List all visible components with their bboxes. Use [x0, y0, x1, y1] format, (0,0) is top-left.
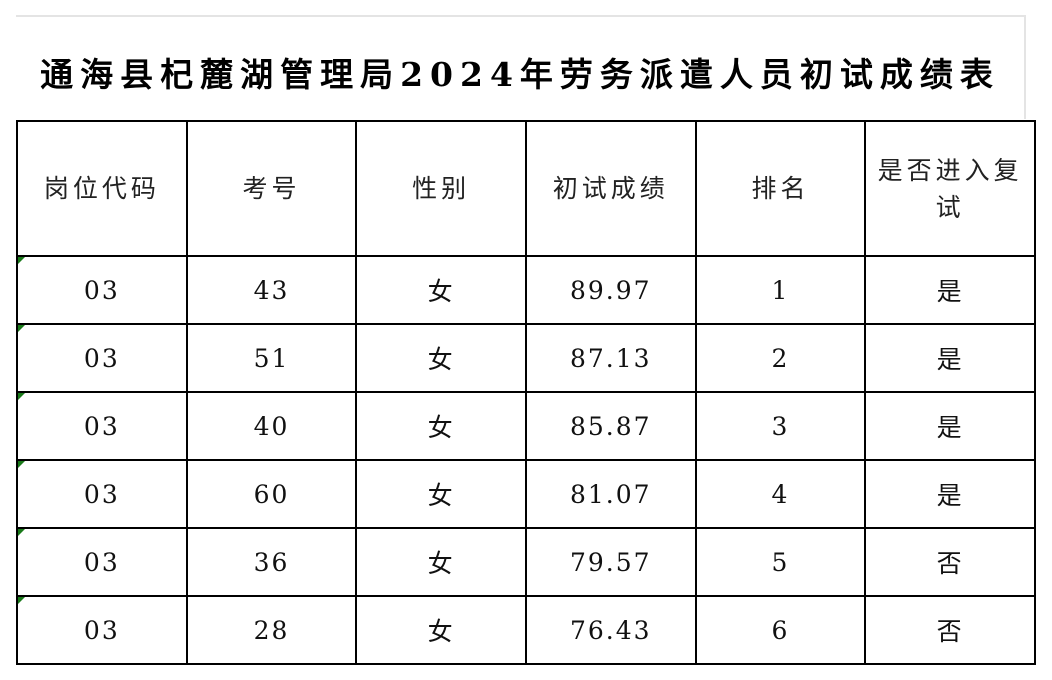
cell-score: 76.43 [524, 595, 697, 665]
cell-text: 6 [771, 615, 790, 645]
cell-score: 87.13 [524, 323, 697, 393]
cell-text: 87.13 [570, 343, 652, 373]
cell-text: 79.57 [570, 547, 652, 577]
cell-text: 否 [936, 617, 964, 646]
text-number-marker-icon [18, 529, 25, 536]
cell-text: 76.43 [570, 615, 652, 645]
cell-position-code: 03 [16, 323, 188, 393]
title-box: 通海县杞麓湖管理局2024年劳务派遣人员初试成绩表 [16, 15, 1026, 119]
cell-score: 81.07 [524, 459, 697, 529]
cell-rank: 3 [694, 391, 867, 461]
cell-advance: 是 [864, 323, 1036, 393]
cell-text: 是 [936, 277, 964, 306]
header-gender: 性别 [355, 120, 527, 257]
cell-exam-number: 43 [185, 255, 358, 325]
cell-advance: 是 [864, 459, 1036, 529]
cell-gender: 女 [355, 391, 527, 461]
cell-text: 1 [771, 275, 790, 305]
cell-exam-number: 28 [185, 595, 358, 665]
cell-gender: 女 [355, 595, 527, 665]
cell-rank: 1 [694, 255, 867, 325]
cell-rank: 2 [694, 323, 867, 393]
cell-gender: 女 [355, 527, 527, 597]
cell-text: 43 [253, 275, 290, 305]
cell-text: 03 [83, 615, 120, 645]
cell-text: 03 [83, 547, 120, 577]
cell-text: 5 [771, 547, 790, 577]
cell-gender: 女 [355, 459, 527, 529]
cell-gender: 女 [355, 255, 527, 325]
cell-exam-number: 60 [185, 459, 358, 529]
header-exam-number: 考号 [185, 120, 358, 257]
cell-text: 女 [427, 617, 455, 646]
cell-text: 51 [253, 343, 290, 373]
cell-text: 85.87 [570, 411, 652, 441]
text-number-marker-icon [18, 597, 25, 604]
header-advance: 是否进入复试 [864, 120, 1036, 257]
header-row: 岗位代码 考号 性别 初试成绩 排名 是否进入复试 [16, 120, 1036, 257]
text-number-marker-icon [18, 257, 25, 264]
cell-text: 81.07 [570, 479, 652, 509]
cell-advance: 是 [864, 391, 1036, 461]
table-row: 03 36 女 79.57 5 否 [16, 527, 1036, 597]
cell-text: 否 [936, 549, 964, 578]
cell-text: 女 [427, 549, 455, 578]
cell-text: 40 [253, 411, 290, 441]
cell-text: 女 [427, 481, 455, 510]
cell-exam-number: 36 [185, 527, 358, 597]
score-table: 岗位代码 考号 性别 初试成绩 排名 是否进入复试 03 43 女 89.97 1 是 03… [16, 120, 1036, 665]
cell-text: 36 [253, 547, 290, 577]
cell-position-code: 03 [16, 527, 188, 597]
cell-advance: 否 [864, 527, 1036, 597]
cell-rank: 6 [694, 595, 867, 665]
cell-text: 是 [936, 481, 964, 510]
text-number-marker-icon [18, 393, 25, 400]
header-position-code: 岗位代码 [16, 120, 188, 257]
cell-text: 03 [83, 343, 120, 373]
cell-score: 89.97 [524, 255, 697, 325]
table-row: 03 28 女 76.43 6 否 [16, 595, 1036, 665]
table-row: 03 60 女 81.07 4 是 [16, 459, 1036, 529]
cell-position-code: 03 [16, 459, 188, 529]
cell-score: 85.87 [524, 391, 697, 461]
cell-text: 03 [83, 275, 120, 305]
cell-text: 是 [936, 345, 964, 374]
cell-text: 2 [771, 343, 790, 373]
table-row: 03 40 女 85.87 3 是 [16, 391, 1036, 461]
cell-score: 79.57 [524, 527, 697, 597]
cell-gender: 女 [355, 323, 527, 393]
cell-advance: 是 [864, 255, 1036, 325]
header-score: 初试成绩 [524, 120, 697, 257]
cell-exam-number: 51 [185, 323, 358, 393]
table-row: 03 51 女 87.13 2 是 [16, 323, 1036, 393]
cell-rank: 4 [694, 459, 867, 529]
text-number-marker-icon [18, 461, 25, 468]
page-title: 通海县杞麓湖管理局2024年劳务派遣人员初试成绩表 [40, 55, 1000, 94]
cell-text: 女 [427, 413, 455, 442]
cell-position-code: 03 [16, 595, 188, 665]
table-row: 03 43 女 89.97 1 是 [16, 255, 1036, 325]
cell-exam-number: 40 [185, 391, 358, 461]
cell-text: 女 [427, 345, 455, 374]
cell-text: 是 [936, 413, 964, 442]
cell-advance: 否 [864, 595, 1036, 665]
cell-position-code: 03 [16, 255, 188, 325]
cell-text: 89.97 [570, 275, 652, 305]
cell-position-code: 03 [16, 391, 188, 461]
header-rank: 排名 [694, 120, 867, 257]
cell-text: 03 [83, 479, 120, 509]
cell-text: 女 [427, 277, 455, 306]
cell-text: 28 [253, 615, 290, 645]
text-number-marker-icon [18, 325, 25, 332]
cell-text: 60 [253, 479, 290, 509]
cell-text: 03 [83, 411, 120, 441]
cell-rank: 5 [694, 527, 867, 597]
cell-text: 4 [771, 479, 790, 509]
cell-text: 3 [771, 411, 790, 441]
